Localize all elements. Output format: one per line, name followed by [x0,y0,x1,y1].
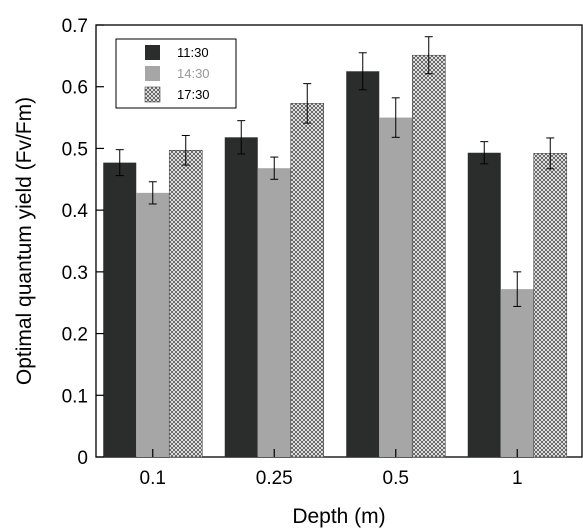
bar-1730-1 [533,153,568,458]
legend-swatch [145,66,160,81]
y-tick-label: 0.5 [62,139,88,160]
bar-1730-0.25 [290,103,325,458]
legend-swatch [145,45,160,60]
y-tick-label: 0.6 [62,78,88,99]
y-tick-label: 0.2 [62,325,88,346]
y-tick-label: 0.7 [62,16,88,37]
x-axis: 0.1 0.25 0.5 1 [140,449,523,489]
y-tick-label: 0.1 [62,386,88,407]
x-tick-label: 0.5 [383,468,409,489]
legend-label: 17:30 [177,87,210,102]
bar-1730-0.5 [411,54,446,458]
bar-1130-1 [467,152,501,457]
error-bars-group [115,36,555,307]
legend-label: 14:30 [177,66,210,81]
x-tick-label: 0.1 [140,468,166,489]
legend-frame [115,38,237,109]
plot-area-frame [95,24,583,458]
legend-swatch [144,86,161,103]
bar-1430-0.5 [379,117,413,458]
x-tick-label: 1 [512,468,523,489]
y-axis-title: Optimal quantum yield (Fv/Fm) [13,97,36,385]
y-tick-label: 0 [77,448,88,469]
bar-1130-0.5 [346,71,380,458]
legend-label: 11:30 [177,45,209,60]
bar-1430-0.25 [257,168,291,458]
bar-1130-0.1 [103,162,137,457]
y-axis: 0 0.1 0.2 0.3 0.4 0.5 0.6 0.7 [62,16,104,469]
bar-1730-0.1 [168,149,203,458]
bar-1430-0.1 [136,192,170,457]
bar-1130-0.25 [224,137,258,457]
y-tick-label: 0.3 [62,263,88,284]
bar-1430-1 [500,289,534,457]
bars-group [103,54,568,458]
x-axis-title: Depth (m) [292,505,385,528]
y-tick-label: 0.4 [62,201,89,222]
x-tick-label: 0.25 [256,468,293,489]
legend: 11:30 14:30 17:30 [115,38,237,109]
